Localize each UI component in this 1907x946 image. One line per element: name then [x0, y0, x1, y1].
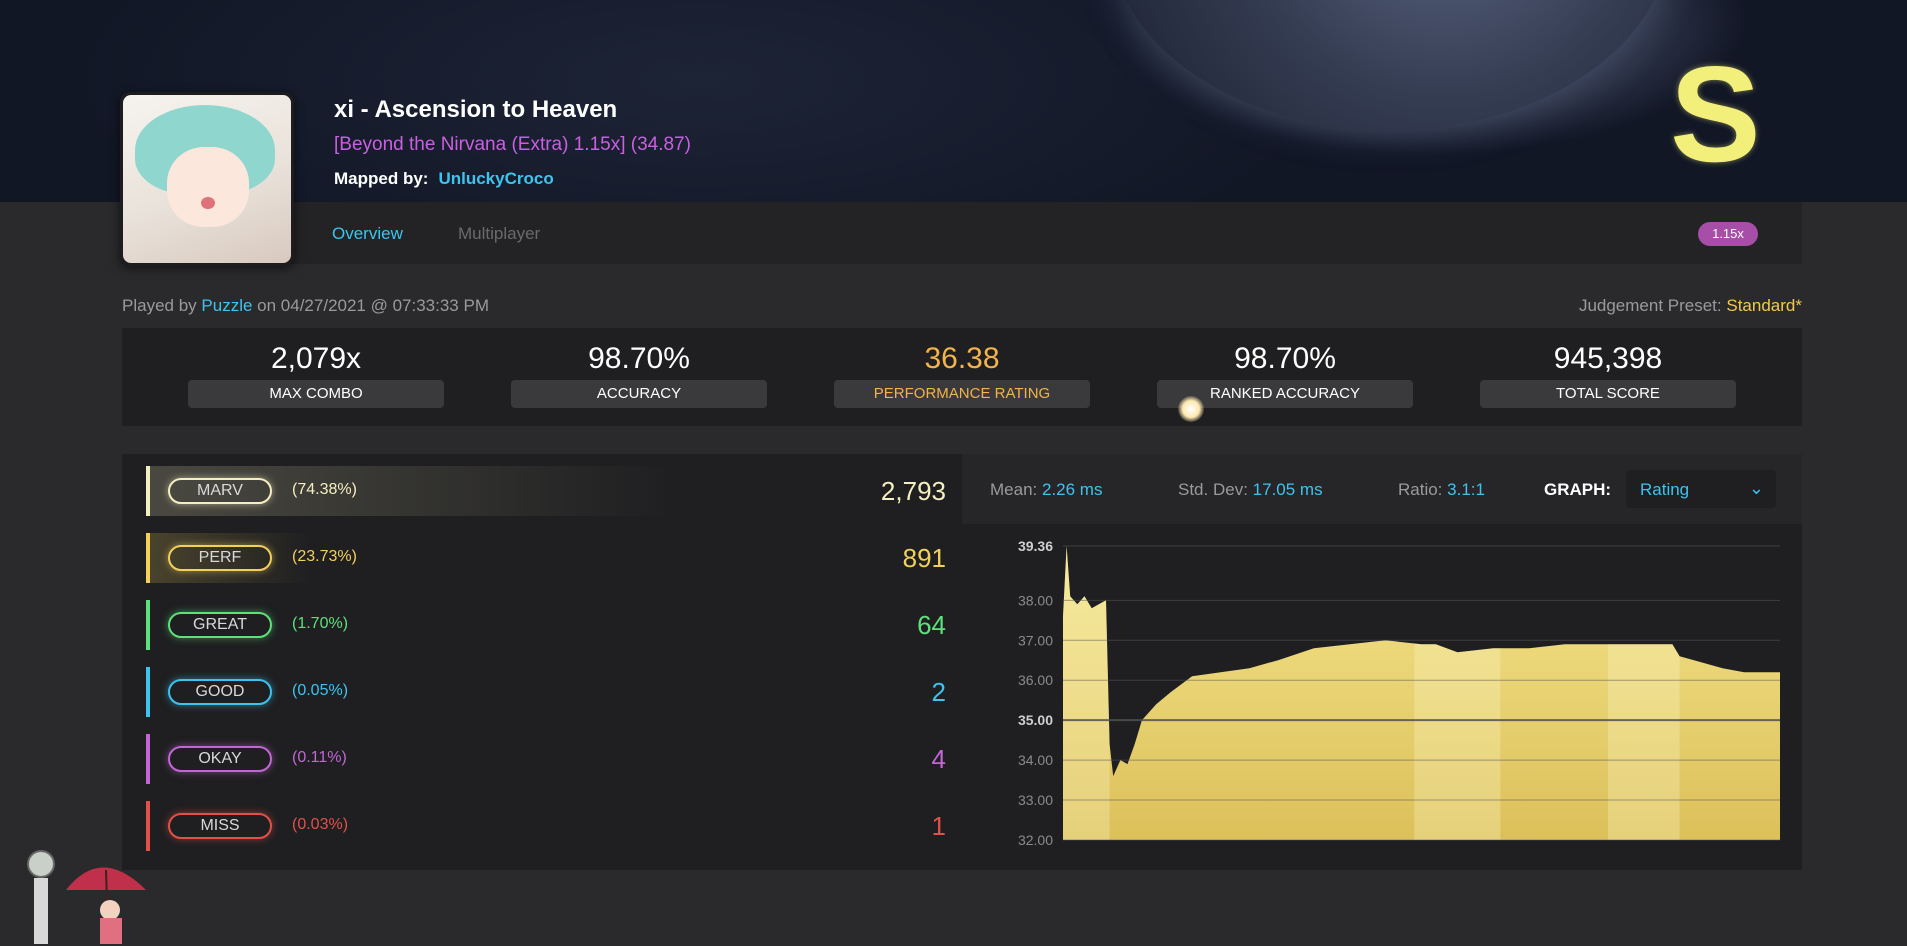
judgement-pill: MARV	[168, 478, 272, 504]
mean-label: Mean:	[990, 480, 1038, 499]
judgement-row-great: GREAT (1.70%) 64	[146, 600, 946, 650]
judgement-accent-bar	[146, 801, 150, 851]
judgement-count: 64	[917, 610, 946, 640]
judgement-pill: OKAY	[168, 746, 272, 772]
graph-std-dev: Std. Dev: 17.05 ms	[1178, 480, 1323, 500]
judgement-accent-bar	[146, 734, 150, 784]
stat-value: 36.38	[924, 342, 1000, 375]
song-header-panel	[122, 202, 1802, 264]
rating-chart: 39.36 38.00 37.00 36.00 35.00 34.00 33.00 32.00	[1018, 538, 1780, 848]
y-tick-label: 35.00	[1018, 712, 1053, 728]
graph-ratio: Ratio: 3.1:1	[1398, 480, 1485, 500]
std-value: 17.05 ms	[1252, 480, 1323, 499]
y-tick-label: 36.00	[1018, 672, 1053, 688]
stat-value: 2,079x	[270, 342, 362, 375]
chevron-down-icon: ⌄	[1748, 478, 1764, 498]
graph-label: GRAPH:	[1544, 480, 1612, 499]
judgement-count: 2,793	[880, 476, 946, 506]
player-link[interactable]: Puzzle	[201, 296, 253, 315]
highlight-band	[1063, 546, 1110, 840]
grade-letter: S	[1670, 38, 1761, 190]
stat-max-combo: 2,079x MAX COMBO	[188, 342, 444, 408]
song-difficulty: [Beyond the Nirvana (Extra) 1.15x] (34.8…	[334, 134, 691, 155]
judgement-row-marv: MARV (74.38%) 2,793	[146, 466, 946, 516]
played-date: on 04/27/2021 @ 07:33:33 PM	[257, 296, 489, 315]
judgement-row-good: GOOD (0.05%) 2	[146, 667, 946, 717]
graph-toolbar: Mean: 2.26 ms Std. Dev: 17.05 ms Ratio: …	[962, 454, 1802, 524]
judgement-pill: GREAT	[168, 612, 272, 638]
played-by-label: Played by	[122, 296, 197, 315]
stat-label: RANKED ACCURACY	[1157, 380, 1413, 408]
judgement-pill: GOOD	[168, 679, 272, 705]
graph-type-value: Rating	[1640, 480, 1690, 499]
stat-label: ACCURACY	[511, 380, 767, 408]
stats-panel: 2,079x MAX COMBO 98.70% ACCURACY 36.38 P…	[122, 328, 1802, 426]
stat-label: PERFORMANCE RATING	[834, 380, 1090, 408]
played-by-info: Played by Puzzle on 04/27/2021 @ 07:33:3…	[122, 296, 489, 316]
judgement-row-okay: OKAY (0.11%) 4	[146, 734, 946, 784]
judgement-accent-bar	[146, 466, 150, 516]
stat-accuracy: 98.70% ACCURACY	[511, 342, 767, 408]
judgement-row-perf: PERF (23.73%) 891	[146, 533, 946, 583]
y-tick-label: 37.00	[1018, 632, 1053, 648]
y-tick-label: 34.00	[1018, 752, 1053, 768]
mapper-link[interactable]: UnluckyCroco	[438, 169, 554, 188]
judgement-pill: PERF	[168, 545, 272, 571]
ratio-value: 3.1:1	[1447, 480, 1485, 499]
stat-performance-rating: 36.38 PERFORMANCE RATING	[834, 342, 1090, 408]
judgement-row-miss: MISS (0.03%) 1	[146, 801, 946, 851]
judgement-accent-bar	[146, 533, 150, 583]
mean-value: 2.26 ms	[1041, 480, 1103, 499]
highlight-band	[1414, 546, 1501, 840]
stat-label: MAX COMBO	[188, 380, 444, 408]
mapped-by-label: Mapped by:	[334, 169, 429, 188]
judgement-count: 1	[931, 811, 946, 841]
judgement-percent: (23.73%)	[292, 548, 357, 565]
judgement-accent-bar	[146, 667, 150, 717]
judgement-percent: (0.03%)	[292, 816, 349, 833]
judgement-percent: (1.70%)	[292, 615, 349, 632]
judgement-count: 4	[931, 744, 946, 774]
y-tick-label: 33.00	[1018, 792, 1053, 808]
stat-total-score: 945,398 TOTAL SCORE	[1480, 342, 1736, 408]
y-tick-label: 39.36	[1018, 538, 1053, 554]
y-tick-label: 38.00	[1018, 592, 1053, 608]
header-banner	[0, 0, 1907, 202]
std-label: Std. Dev:	[1178, 480, 1248, 499]
preset-label: Judgement Preset:	[1578, 296, 1722, 315]
stat-value: 945,398	[1553, 342, 1663, 375]
judgement-count: 2	[931, 677, 946, 707]
stat-ranked-accuracy: 98.70% RANKED ACCURACY	[1157, 342, 1413, 408]
cursor-icon	[1178, 396, 1204, 422]
judgement-accent-bar	[146, 600, 150, 650]
preset-value: Standard*	[1726, 296, 1802, 315]
stat-value: 98.70%	[1234, 342, 1336, 375]
judgement-percent: (74.38%)	[292, 481, 357, 498]
song-title: xi - Ascension to Heaven	[334, 96, 618, 123]
rate-badge: 1.15x	[1698, 222, 1758, 246]
tab-multiplayer[interactable]: Multiplayer	[458, 224, 541, 243]
rating-area	[1063, 546, 1780, 840]
judgement-breakdown: MARV (74.38%) 2,793 PERF (23.73%) 891 GREAT (1.…	[122, 454, 962, 870]
planet-background	[1110, 0, 1670, 130]
stat-value: 98.70%	[588, 342, 690, 375]
judgement-preset: Judgement Preset: Standard*	[1579, 296, 1802, 316]
graph-mean: Mean: 2.26 ms	[990, 480, 1102, 500]
judgement-fill	[150, 466, 670, 516]
stat-label: TOTAL SCORE	[1480, 380, 1736, 408]
song-cover-art	[120, 92, 294, 266]
ratio-label: Ratio:	[1398, 480, 1443, 499]
judgement-percent: (0.11%)	[292, 749, 347, 766]
mascot-sprite-icon	[27, 850, 146, 944]
judgement-count: 891	[902, 543, 946, 573]
judgement-pill: MISS	[168, 813, 272, 839]
highlight-band	[1607, 546, 1680, 840]
graph-type-dropdown[interactable]: Rating ⌄	[1626, 470, 1776, 508]
tab-overview[interactable]: Overview	[332, 224, 403, 243]
mapped-by: Mapped by: UnluckyCroco	[334, 169, 554, 189]
y-tick-label: 32.00	[1018, 832, 1053, 848]
hit-graph-panel: Mean: 2.26 ms Std. Dev: 17.05 ms Ratio: …	[962, 454, 1802, 870]
judgement-percent: (0.05%)	[292, 682, 349, 699]
